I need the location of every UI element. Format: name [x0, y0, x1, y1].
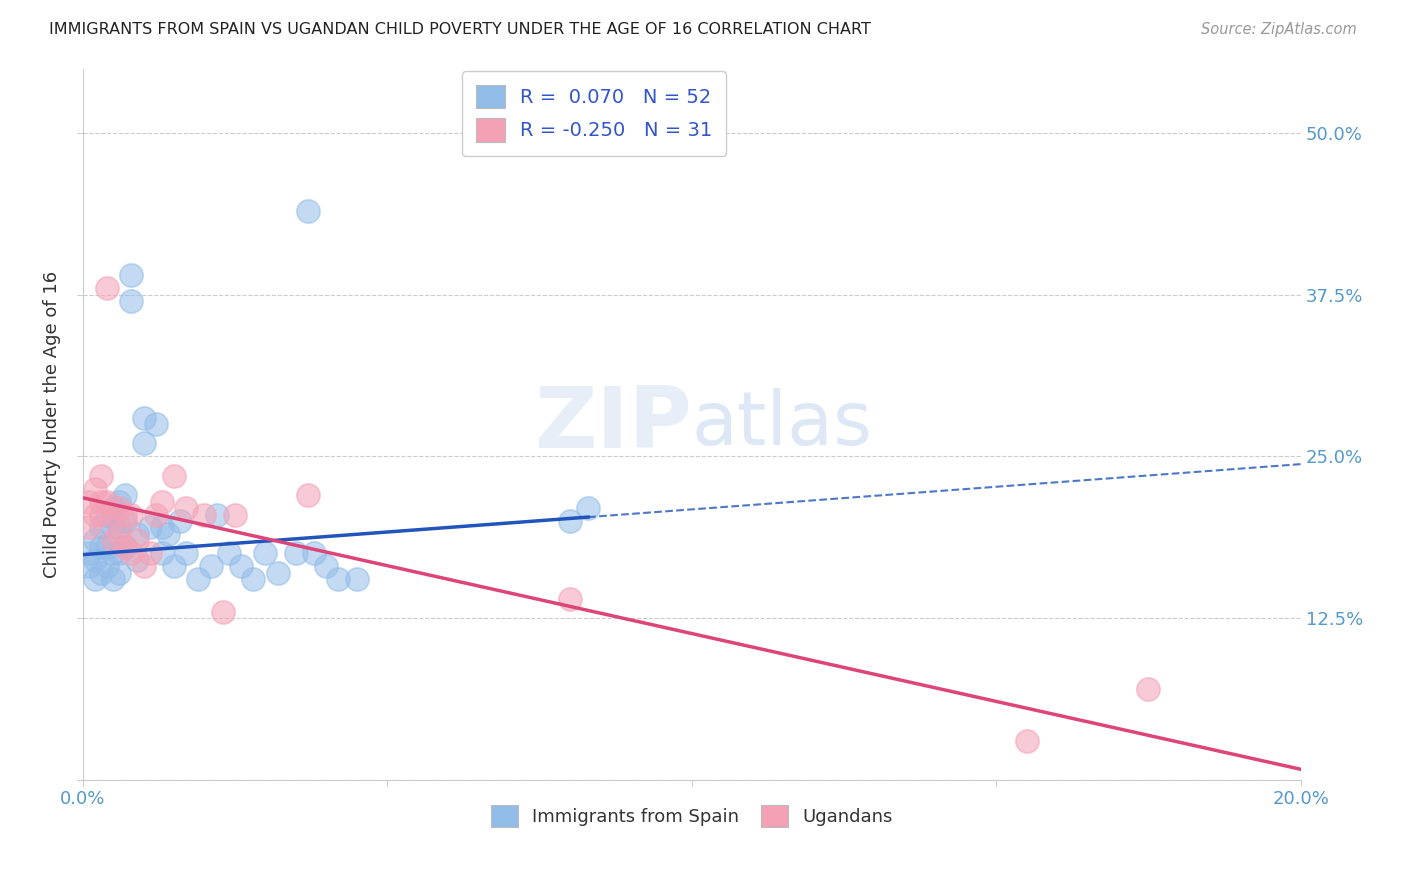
Point: [90, 520, 112, 534]
Point: [114, 540, 136, 554]
Point: [101, 572, 124, 586]
Point: [138, 520, 160, 534]
Point: [77, 559, 100, 574]
Point: [150, 520, 173, 534]
Point: [83, 533, 105, 548]
Point: [346, 572, 368, 586]
Point: [108, 520, 131, 534]
Point: [77, 494, 100, 508]
Point: [163, 468, 186, 483]
Point: [83, 482, 105, 496]
Point: [101, 508, 124, 522]
Text: atlas: atlas: [692, 387, 873, 460]
Point: [150, 494, 173, 508]
Point: [224, 508, 246, 522]
Point: [132, 436, 155, 450]
Point: [169, 514, 191, 528]
Point: [96, 508, 118, 522]
Point: [101, 520, 124, 534]
Point: [302, 546, 325, 560]
Point: [163, 559, 186, 574]
Point: [90, 540, 112, 554]
Point: [127, 527, 149, 541]
Point: [187, 572, 209, 586]
Point: [108, 566, 131, 580]
Point: [127, 553, 149, 567]
Point: [211, 605, 233, 619]
Point: [77, 520, 100, 534]
Point: [200, 559, 222, 574]
Point: [108, 527, 131, 541]
Point: [156, 527, 179, 541]
Point: [114, 514, 136, 528]
Point: [120, 294, 142, 309]
Point: [90, 494, 112, 508]
Point: [90, 508, 112, 522]
Point: [1015, 734, 1038, 748]
Point: [114, 488, 136, 502]
Point: [83, 572, 105, 586]
Point: [1137, 682, 1160, 697]
Point: [96, 540, 118, 554]
Point: [558, 591, 581, 606]
Point: [120, 546, 142, 560]
Point: [77, 546, 100, 560]
Y-axis label: Child Poverty Under the Age of 16: Child Poverty Under the Age of 16: [44, 270, 60, 578]
Point: [120, 268, 142, 283]
Point: [145, 417, 167, 431]
Point: [242, 572, 264, 586]
Point: [127, 533, 149, 548]
Point: [101, 546, 124, 560]
Point: [101, 533, 124, 548]
Point: [174, 501, 197, 516]
Point: [145, 508, 167, 522]
Point: [114, 508, 136, 522]
Point: [108, 494, 131, 508]
Point: [108, 546, 131, 560]
Point: [90, 566, 112, 580]
Point: [120, 508, 142, 522]
Point: [254, 546, 277, 560]
Point: [297, 488, 319, 502]
Point: [96, 494, 118, 508]
Point: [96, 281, 118, 295]
Point: [576, 501, 599, 516]
Point: [96, 559, 118, 574]
Point: [328, 572, 350, 586]
Point: [193, 508, 215, 522]
Point: [205, 508, 228, 522]
Point: [150, 546, 173, 560]
Point: [297, 203, 319, 218]
Point: [108, 501, 131, 516]
Point: [114, 540, 136, 554]
Point: [174, 546, 197, 560]
Point: [315, 559, 337, 574]
Point: [218, 546, 240, 560]
Text: IMMIGRANTS FROM SPAIN VS UGANDAN CHILD POVERTY UNDER THE AGE OF 16 CORRELATION C: IMMIGRANTS FROM SPAIN VS UGANDAN CHILD P…: [49, 22, 872, 37]
Text: ZIP: ZIP: [534, 383, 692, 466]
Point: [83, 508, 105, 522]
Point: [132, 410, 155, 425]
Point: [83, 553, 105, 567]
Point: [101, 501, 124, 516]
Legend: Immigrants from Spain, Ugandans: Immigrants from Spain, Ugandans: [484, 798, 900, 835]
Point: [90, 468, 112, 483]
Point: [138, 546, 160, 560]
Point: [132, 559, 155, 574]
Point: [266, 566, 288, 580]
Point: [229, 559, 252, 574]
Point: [558, 514, 581, 528]
Point: [284, 546, 307, 560]
Text: Source: ZipAtlas.com: Source: ZipAtlas.com: [1201, 22, 1357, 37]
